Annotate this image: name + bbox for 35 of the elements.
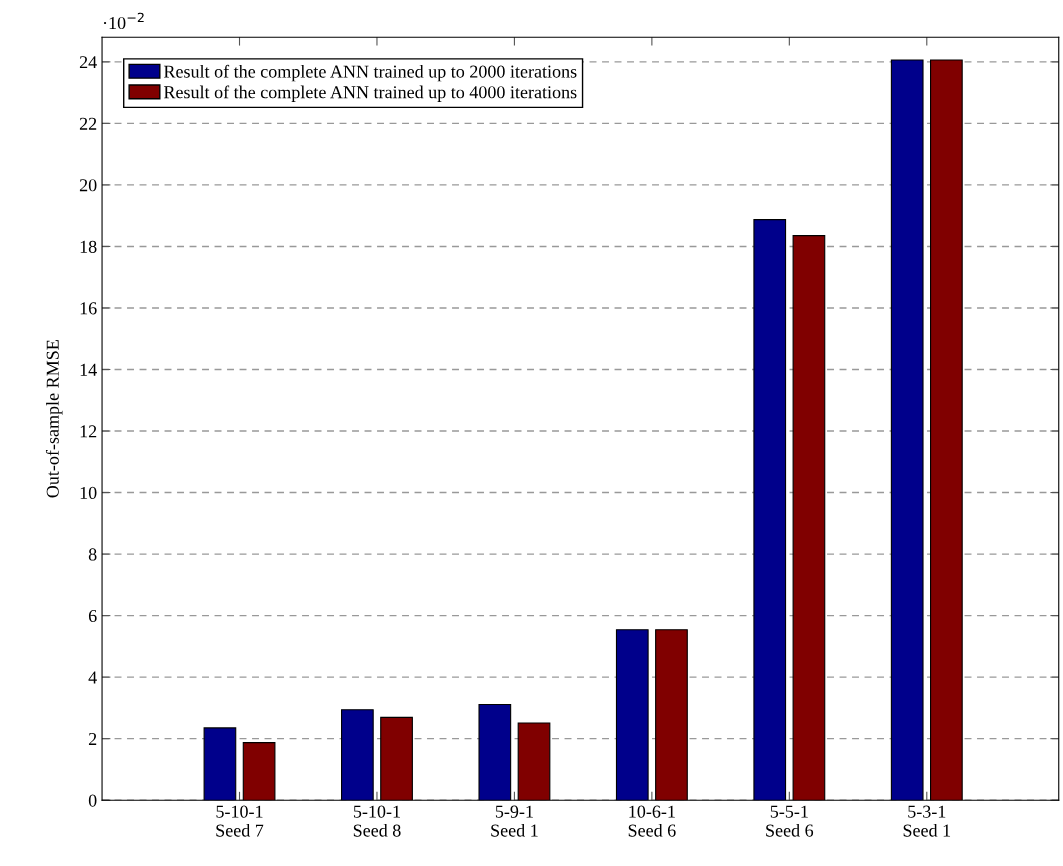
bar	[890, 59, 924, 801]
bar	[242, 742, 276, 801]
x-tick-label: 10-6-1 Seed 6	[628, 805, 676, 837]
y-tick-label: 16	[80, 302, 97, 315]
x-tick-label: 5-3-1 Seed 1	[903, 805, 951, 837]
bar	[203, 727, 237, 801]
y-tick-label: 0	[88, 794, 97, 807]
text: ·10$^{−2}$	[103, 12, 144, 30]
bar	[615, 629, 649, 801]
y-tick-label: 6	[88, 609, 97, 623]
bar	[380, 716, 413, 801]
x-tick-label: 5-10-1 Seed 7	[216, 805, 264, 837]
y-tick-label: 22	[79, 117, 97, 130]
y-tick-label: 24	[79, 56, 97, 69]
legend-label: Result of the complete ANN trained up to 4000 iterations	[163, 85, 577, 102]
x-tick-label: 5-10-1 Seed 8	[353, 805, 401, 837]
bar	[341, 709, 374, 801]
x-tick-label: 5-9-1 Seed 1	[491, 805, 538, 837]
y-tick-label: 8	[88, 548, 97, 561]
y-tick-label: 4	[88, 671, 97, 684]
bar	[930, 59, 963, 801]
bar	[478, 703, 512, 801]
y-tick-label: 2	[88, 732, 97, 745]
y-axis-title: Out-of-sample RMSE	[45, 340, 63, 498]
legend-label: Result of the complete ANN trained up to 2000 iterations	[163, 64, 577, 82]
bar	[753, 219, 787, 801]
bar	[517, 722, 551, 801]
x-tick-label: 5-5-1 Seed 6	[766, 805, 814, 837]
bar	[655, 629, 688, 801]
y-tick-label: 18	[80, 240, 97, 253]
bar	[792, 235, 826, 801]
y-tick-label: 10	[80, 486, 97, 499]
y-tick-label: 12	[80, 425, 97, 438]
y-tick-label: 20	[79, 179, 97, 192]
y-tick-label: 14	[80, 363, 97, 376]
